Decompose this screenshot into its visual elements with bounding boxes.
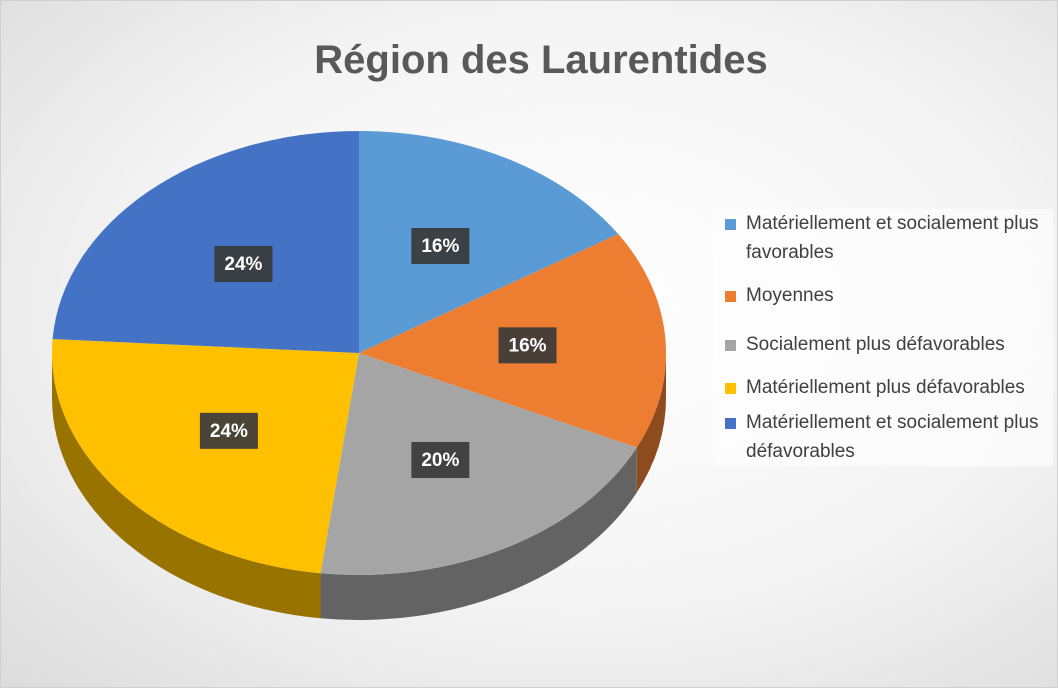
legend-item: Matériellement et socialement plus favor…	[713, 209, 1053, 267]
legend-label: Matériellement plus défavorables	[746, 377, 1025, 398]
legend-swatch	[725, 340, 736, 351]
data-label-box	[214, 245, 273, 282]
legend-swatch	[725, 383, 736, 394]
data-label-box	[411, 441, 470, 478]
legend-swatch	[725, 418, 736, 429]
chart-title: Région des Laurentides	[314, 38, 767, 82]
data-label: 24%	[224, 254, 262, 275]
pie-sides	[52, 353, 666, 620]
legend-item: Matériellement et socialement plus défav…	[713, 408, 1053, 466]
legend-label: Socialement plus défavorables	[746, 334, 1005, 355]
legend-label: Matériellement et socialement plus favor…	[746, 213, 1039, 263]
slice-side	[320, 447, 637, 620]
legend-swatch	[725, 219, 736, 230]
slice	[52, 339, 360, 574]
legend-item: Socialement plus défavorables	[713, 330, 1053, 359]
legend-swatch	[725, 291, 736, 302]
data-label-box	[411, 228, 470, 265]
legend: Matériellement et socialement plus favor…	[713, 209, 1053, 466]
legend-label: Moyennes	[746, 285, 834, 306]
data-label: 16%	[509, 335, 547, 356]
data-label: 24%	[210, 421, 248, 442]
data-label-box	[498, 327, 557, 364]
legend-item: Moyennes	[713, 281, 1053, 310]
legend-item: Matériellement plus défavorables	[713, 373, 1053, 402]
slice-side	[52, 353, 321, 619]
slice	[52, 131, 359, 353]
data-label: 20%	[421, 450, 459, 471]
legend-label: Matériellement et socialement plus défav…	[746, 412, 1039, 462]
slice	[359, 131, 619, 353]
slice	[320, 353, 637, 575]
data-label: 16%	[421, 236, 459, 257]
data-label-box	[199, 412, 258, 449]
slice-side	[636, 353, 666, 493]
